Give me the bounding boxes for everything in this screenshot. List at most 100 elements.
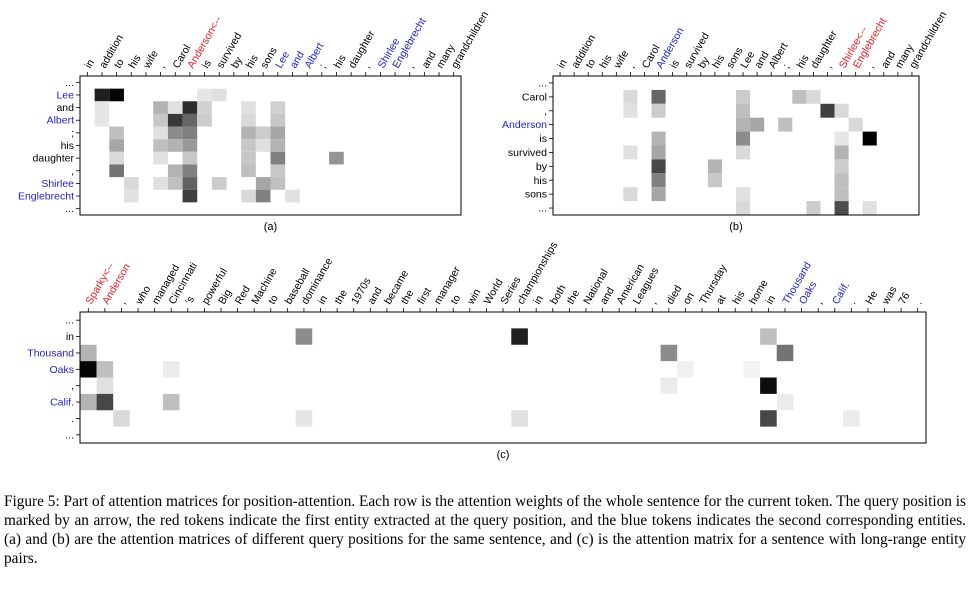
row-token-label: ... [65, 203, 74, 215]
column-token-label: win [465, 287, 484, 308]
attention-cell [848, 117, 863, 132]
attention-cell [736, 89, 751, 104]
attention-cell [113, 410, 130, 427]
attention-cell [511, 328, 528, 345]
attention-cell [736, 117, 751, 132]
row-token-label: his [534, 175, 547, 187]
attention-cell [167, 177, 183, 190]
attention-cell [760, 328, 777, 345]
attention-cell [96, 377, 114, 394]
attention-cell [153, 151, 168, 165]
attention-cell [241, 151, 256, 165]
attention-cell [806, 201, 821, 215]
column-token-label: , [647, 298, 659, 307]
attention-cell [651, 173, 666, 188]
row-token-label: Lee [56, 89, 74, 101]
attention-cell [329, 151, 344, 165]
column-token-label: . [913, 298, 925, 307]
attention-cell [623, 89, 638, 104]
attention-cell [295, 328, 313, 345]
attention-cell [270, 113, 286, 127]
attention-cell [295, 410, 313, 427]
column-token-label: ; [780, 62, 792, 71]
attention-cell [834, 187, 849, 202]
column-token-label: 76 [896, 290, 912, 306]
attention-cell [167, 139, 183, 152]
attention-cell [843, 410, 860, 427]
column-token-label: his [244, 53, 261, 71]
attention-cell [834, 201, 849, 215]
attention-cell [707, 159, 722, 174]
attention-cell [651, 131, 666, 146]
attention-cell [182, 126, 198, 140]
column-token-label: in [316, 293, 331, 306]
attention-cell [677, 361, 694, 378]
attention-cell [241, 189, 256, 203]
column-token-label: to [266, 293, 281, 307]
figure-caption-text: Figure 5: Part of attention matrices for… [4, 493, 966, 567]
attention-cell [182, 113, 198, 127]
attention-cell [80, 393, 97, 411]
row-token-label: Albert [47, 115, 75, 127]
column-token-label: , [865, 62, 877, 71]
row-token-label: ... [65, 77, 74, 89]
attention-cell [736, 187, 751, 202]
attention-cell [736, 103, 751, 118]
column-token-label: Red [233, 284, 253, 307]
row-token-label: ... [538, 203, 547, 215]
attention-cell [834, 173, 849, 188]
attention-cell [660, 344, 678, 362]
attention-cell [270, 164, 286, 178]
row-token-label: ... [65, 315, 74, 327]
attention-cell [834, 159, 849, 174]
column-token-label: , [156, 62, 168, 71]
attention-cell [182, 151, 198, 165]
attention-cell [80, 344, 97, 362]
column-token-label: his [597, 53, 614, 71]
column-token-label: in [764, 293, 779, 306]
column-token-label: 's [183, 294, 197, 306]
attention-cell [153, 126, 168, 140]
row-token-label: Englebrecht [18, 191, 74, 203]
attention-cell [651, 103, 666, 118]
column-token-label: the [332, 288, 350, 307]
attention-cell [167, 101, 183, 114]
column-token-label: , [813, 298, 825, 307]
row-token-label: ; [71, 127, 74, 139]
column-token-label: his [795, 53, 812, 71]
attention-cell [707, 173, 722, 188]
attention-cell [241, 126, 256, 140]
attention-cell [255, 189, 271, 203]
attention-cell [109, 151, 124, 165]
row-token-label: ... [65, 429, 74, 441]
attention-cell [109, 88, 124, 102]
attention-cell [270, 101, 286, 114]
attention-cell [153, 113, 168, 127]
attention-cell [197, 101, 212, 114]
attention-cell [153, 177, 168, 190]
attention-cell [623, 103, 638, 118]
row-token-label: . [71, 413, 74, 425]
attention-cell [109, 139, 124, 152]
row-token-label: Carol [522, 91, 547, 103]
attention-cell [776, 393, 794, 411]
row-token-label: his [61, 140, 74, 152]
attention-cell [182, 189, 198, 203]
attention-cell [241, 164, 256, 178]
row-token-label: in [66, 331, 74, 343]
attention-cell [241, 113, 256, 127]
column-token-label: his [332, 53, 349, 71]
attention-cell [820, 103, 835, 118]
column-token-label: , [626, 62, 638, 71]
subfigure-label: (b) [729, 221, 742, 233]
row-token-label: , [71, 380, 74, 392]
attention-cell [736, 201, 751, 215]
attention-cell [167, 164, 183, 178]
attention-cell [96, 393, 114, 411]
attention-cell [211, 177, 227, 190]
attention-cell [123, 189, 139, 203]
attention-cell [255, 139, 271, 152]
attention-cell [255, 177, 271, 190]
attention-cell [792, 89, 807, 104]
